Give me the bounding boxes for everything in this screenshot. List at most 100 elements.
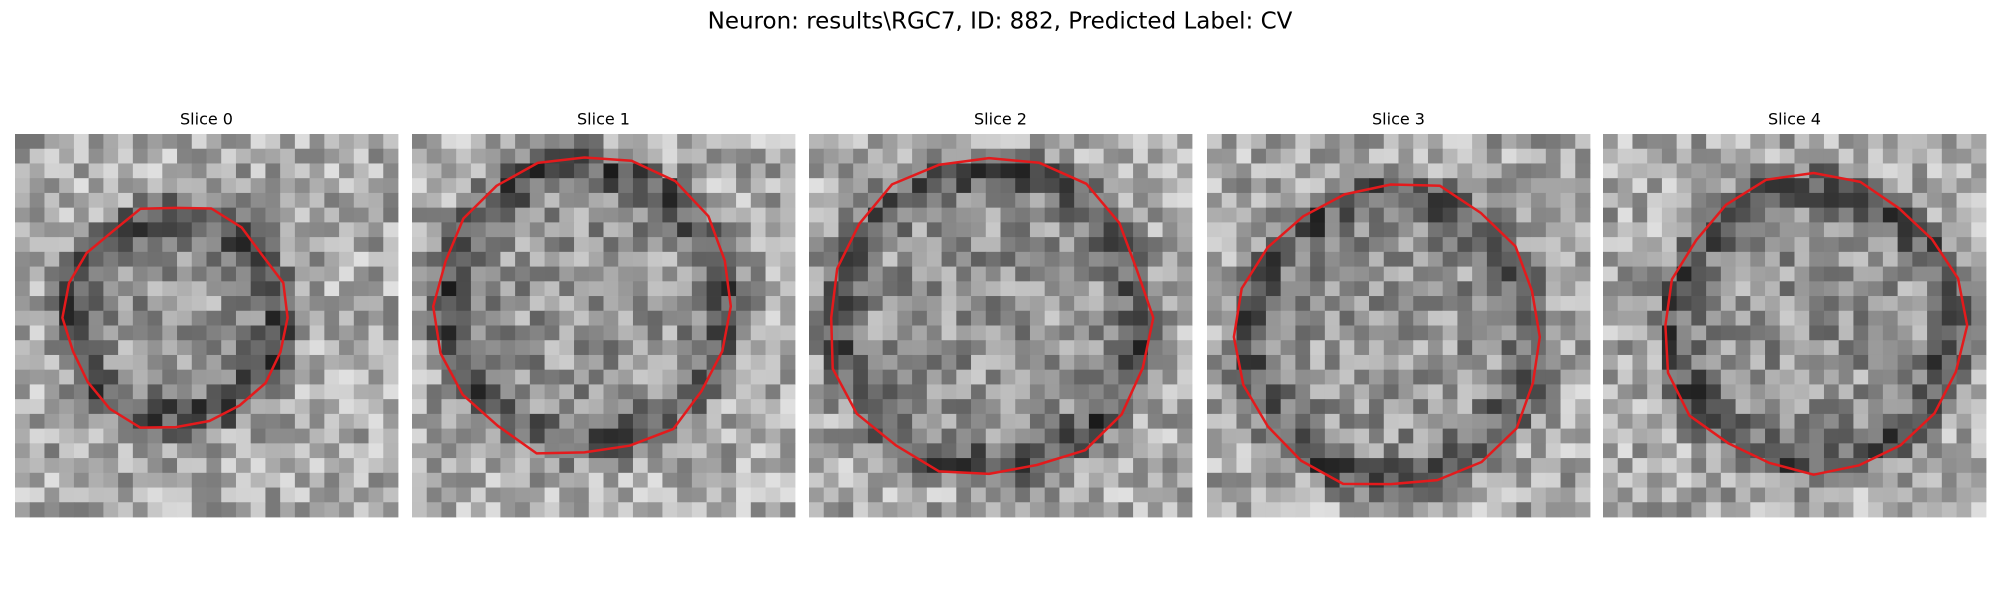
pixel: [1750, 266, 1766, 282]
pixel: [1560, 281, 1576, 297]
pixel: [191, 207, 207, 223]
pixel: [1647, 472, 1663, 488]
pixel: [383, 413, 399, 430]
pixel: [1339, 369, 1355, 385]
pixel: [1661, 192, 1678, 209]
pixel: [456, 237, 472, 253]
pixel: [1735, 148, 1751, 164]
pixel: [1265, 458, 1282, 474]
pixel: [368, 207, 384, 223]
pixel: [191, 413, 207, 430]
pixel: [765, 222, 781, 238]
pixel: [838, 354, 854, 371]
pixel: [1280, 207, 1296, 223]
pixel: [1383, 354, 1399, 371]
pixel: [147, 251, 163, 267]
pixel: [191, 134, 207, 150]
pixel: [1941, 222, 1957, 238]
pixel: [971, 251, 987, 267]
pixel: [1029, 251, 1046, 267]
pixel: [162, 458, 178, 474]
pixel: [956, 354, 972, 371]
pixel: [926, 192, 942, 209]
pixel: [853, 413, 869, 430]
pixel: [1103, 413, 1119, 430]
pixel: [1545, 413, 1561, 430]
pixel: [515, 192, 531, 209]
pixel: [823, 237, 839, 253]
pixel: [1339, 340, 1355, 356]
pixel: [1280, 487, 1296, 503]
pixel: [897, 487, 913, 503]
pixel: [780, 369, 796, 385]
pixel: [897, 354, 913, 371]
pixel: [1059, 472, 1075, 488]
pixel: [1676, 296, 1692, 312]
pixel: [941, 251, 957, 267]
pixel: [897, 369, 913, 385]
pixel: [515, 207, 531, 223]
pixel: [1280, 310, 1296, 326]
pixel: [221, 281, 237, 297]
pixel: [1647, 428, 1663, 444]
pixel: [1044, 502, 1060, 518]
pixel: [736, 163, 752, 179]
pixel: [1413, 251, 1429, 267]
pixel: [1103, 163, 1119, 179]
pixel: [1941, 458, 1957, 474]
pixel: [1177, 399, 1193, 415]
pixel: [1398, 502, 1414, 518]
pixel: [677, 443, 693, 459]
pixel: [1560, 266, 1576, 282]
pixel: [765, 178, 781, 194]
pixel: [618, 413, 634, 430]
pixel: [191, 251, 207, 267]
pixel: [867, 163, 884, 179]
pixel: [926, 178, 942, 194]
pixel: [59, 428, 75, 444]
pixel: [368, 443, 384, 459]
pixel: [677, 207, 693, 223]
pixel: [324, 207, 340, 223]
pixel: [1133, 502, 1149, 518]
pixel: [1442, 428, 1458, 444]
pixel: [1354, 325, 1370, 341]
pixel: [15, 354, 31, 371]
pixel: [780, 222, 796, 238]
pixel: [721, 296, 737, 312]
pixel: [1956, 458, 1972, 474]
pixel: [1617, 399, 1633, 415]
pixel: [1324, 178, 1340, 194]
pixel: [456, 251, 472, 267]
pixel: [736, 134, 752, 150]
pixel: [59, 251, 75, 267]
pixel: [809, 222, 825, 238]
pixel: [1207, 178, 1223, 194]
pixel: [235, 148, 252, 164]
pixel: [912, 443, 928, 459]
pixel: [1177, 458, 1193, 474]
pixel: [780, 148, 796, 164]
pixel: [662, 354, 678, 371]
pixel: [1912, 502, 1928, 518]
pixel: [1442, 458, 1458, 474]
pixel: [250, 443, 266, 459]
pixel: [353, 178, 369, 194]
pixel: [1545, 428, 1561, 444]
pixel: [1735, 310, 1751, 326]
pixel: [1472, 192, 1488, 209]
pixel: [1118, 413, 1134, 430]
pixel: [15, 310, 31, 326]
pixel: [823, 251, 839, 267]
pixel: [441, 399, 457, 415]
pixel: [926, 207, 942, 223]
pixel: [1295, 443, 1311, 459]
pixel: [500, 207, 516, 223]
pixel: [809, 354, 825, 371]
pixel: [412, 413, 428, 430]
pixel: [265, 251, 281, 267]
pixel: [1207, 134, 1223, 150]
pixel: [1603, 399, 1619, 415]
pixel: [1750, 487, 1766, 503]
pixel: [1251, 296, 1267, 312]
